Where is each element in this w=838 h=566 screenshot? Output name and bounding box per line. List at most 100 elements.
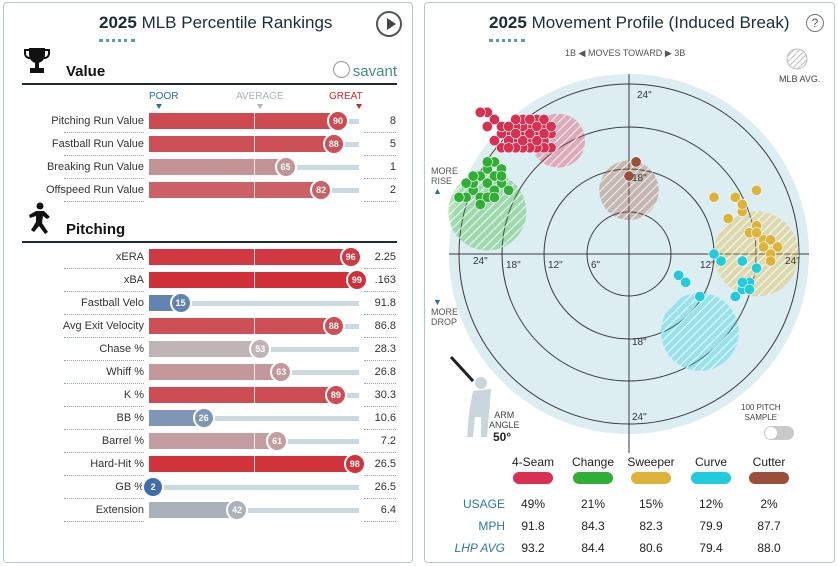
percentile-bar xyxy=(149,502,238,518)
metric-value: 26.8 xyxy=(374,366,396,378)
baseball-icon xyxy=(332,61,350,78)
pitch-point[interactable] xyxy=(623,170,635,182)
help-button[interactable]: ? xyxy=(806,14,824,32)
pitch-point[interactable] xyxy=(708,248,720,260)
pitch-point[interactable] xyxy=(538,128,550,140)
pitch-point[interactable] xyxy=(481,156,493,168)
play-button[interactable] xyxy=(376,11,402,37)
pitch-point[interactable] xyxy=(750,227,762,239)
pitch-point[interactable] xyxy=(673,269,685,281)
pitch-lhp-avg: 88.0 xyxy=(757,541,781,555)
percentile-bubble: 15 xyxy=(169,292,192,314)
percentile-bubble: 63 xyxy=(270,361,293,383)
pitch-point[interactable] xyxy=(488,113,500,125)
pitch-point[interactable] xyxy=(765,255,777,267)
pitch-point[interactable] xyxy=(694,291,706,303)
pitch-point[interactable] xyxy=(503,142,515,154)
more-drop-line2: DROP xyxy=(431,317,458,327)
pitch-point[interactable] xyxy=(743,283,755,295)
pitch-point[interactable] xyxy=(531,121,543,133)
pitch-column: Sweeper 15% 82.3 80.6 xyxy=(621,455,681,555)
pitch-color-chip[interactable] xyxy=(513,472,553,484)
avg-zone-hatch xyxy=(599,160,659,220)
row-divider xyxy=(64,132,144,133)
pitch-column: Cutter 2% 87.7 88.0 xyxy=(739,455,799,555)
row-divider xyxy=(364,360,396,361)
pitch-color-chip[interactable] xyxy=(691,472,731,484)
pitch-color-chip[interactable] xyxy=(631,472,671,484)
pitch-color-chip[interactable] xyxy=(749,472,789,484)
pitch-lhp-avg: 84.4 xyxy=(581,541,605,555)
pitch-point[interactable] xyxy=(474,198,486,210)
arrow-up-icon: ▲ xyxy=(433,186,442,196)
row-divider xyxy=(364,521,396,522)
pitch-point[interactable] xyxy=(538,113,550,125)
percentile-bar xyxy=(149,159,286,175)
row-divider xyxy=(64,291,144,292)
pitch-point[interactable] xyxy=(630,156,642,168)
pitch-point[interactable] xyxy=(758,241,770,253)
average-marker xyxy=(257,104,263,109)
radial-label: 24" xyxy=(473,256,488,267)
percentile-bubble: 89 xyxy=(324,384,347,406)
pitch-point[interactable] xyxy=(736,198,748,210)
pitch-point[interactable] xyxy=(510,113,522,125)
metric-label: BB % xyxy=(116,412,144,424)
pitch-point[interactable] xyxy=(474,106,486,118)
row-divider xyxy=(364,383,396,384)
pitch-point[interactable] xyxy=(503,121,515,133)
pitch-point[interactable] xyxy=(736,276,748,288)
pitch-point[interactable] xyxy=(736,255,748,267)
pitch-point[interactable] xyxy=(453,191,465,203)
pitch-point[interactable] xyxy=(772,241,784,253)
pitch-point[interactable] xyxy=(545,121,557,133)
pitch-lhp-avg: 79.4 xyxy=(699,541,723,555)
pitch-point[interactable] xyxy=(517,135,529,147)
pitch-point[interactable] xyxy=(729,291,741,303)
pitch-point[interactable] xyxy=(708,191,720,203)
pitch-point[interactable] xyxy=(524,113,536,125)
row-divider xyxy=(364,201,396,202)
pitch-point[interactable] xyxy=(750,262,762,274)
metric-value: .163 xyxy=(374,274,396,286)
pitch-point[interactable] xyxy=(510,128,522,140)
sample-toggle[interactable] xyxy=(764,426,794,440)
pitch-point[interactable] xyxy=(722,213,734,225)
pitch-point[interactable] xyxy=(488,135,500,147)
row-divider xyxy=(64,201,144,202)
pitch-mph: 87.7 xyxy=(757,519,781,533)
mlb-average-legend-icon xyxy=(786,48,808,70)
pitcher-arm-angle-icon xyxy=(449,355,491,437)
percentile-title: 2025 MLB Percentile Rankings xyxy=(99,13,332,33)
pitch-point[interactable] xyxy=(503,184,515,196)
pitch-point[interactable] xyxy=(715,255,727,267)
sample-line1: 100 PITCH xyxy=(741,403,781,412)
pitch-point[interactable] xyxy=(467,170,479,182)
pitch-point[interactable] xyxy=(460,177,472,189)
percentile-bubble: 65 xyxy=(274,156,297,178)
scale-average: AVERAGE xyxy=(236,91,284,102)
pitch-point[interactable] xyxy=(524,128,536,140)
savant-logo[interactable]: savant xyxy=(332,61,397,80)
percentile-bubble: 82 xyxy=(310,179,333,201)
title-underline xyxy=(489,39,525,42)
pitch-point[interactable] xyxy=(488,191,500,203)
pitch-point[interactable] xyxy=(481,121,493,133)
pitch-point[interactable] xyxy=(680,276,692,288)
percentile-bar xyxy=(149,456,355,472)
pitch-point[interactable] xyxy=(729,191,741,203)
pitch-point[interactable] xyxy=(765,234,777,246)
percentile-bubble: 98 xyxy=(343,453,366,475)
pitch-point[interactable] xyxy=(496,170,508,182)
percentile-bar xyxy=(149,387,336,403)
pitch-point[interactable] xyxy=(531,135,543,147)
pitch-point[interactable] xyxy=(481,177,493,189)
pitcher-icon xyxy=(24,202,58,238)
pitch-color-chip[interactable] xyxy=(573,472,613,484)
metric-label: Fastball Velo xyxy=(81,297,144,309)
metric-label: Extension xyxy=(95,504,144,516)
average-gridline xyxy=(254,364,255,380)
title-underline xyxy=(99,39,135,42)
metric-label: xERA xyxy=(115,251,144,263)
pitch-point[interactable] xyxy=(750,184,762,196)
